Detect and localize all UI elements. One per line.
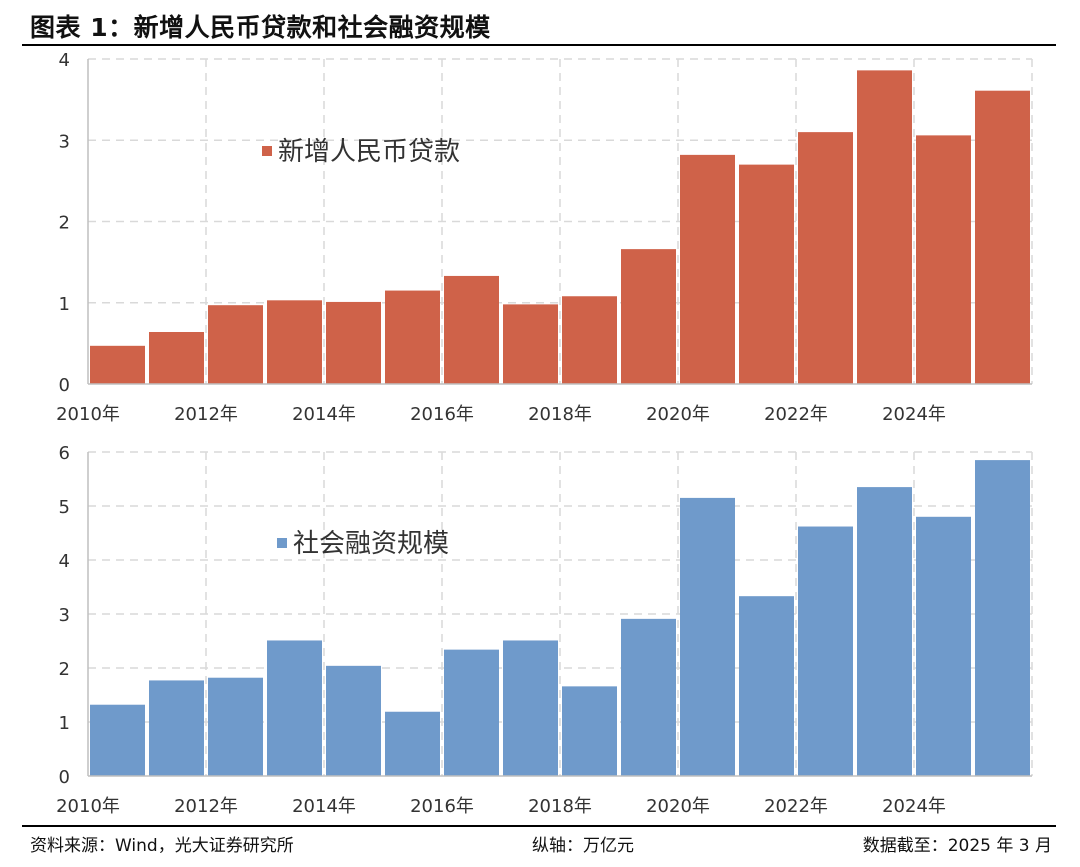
legend-label: 新增人民币贷款 xyxy=(278,137,460,167)
bar-2014 xyxy=(326,301,381,384)
x-tick-label: 2024年 xyxy=(882,404,946,425)
y-tick-label: 4 xyxy=(59,551,70,572)
bar-2018 xyxy=(562,686,617,776)
legend-swatch xyxy=(262,146,272,156)
bar-2015 xyxy=(385,711,440,776)
bar-2018 xyxy=(562,296,617,384)
bar-2020 xyxy=(680,154,735,384)
y-tick-label: 3 xyxy=(59,605,70,626)
bar-2021 xyxy=(739,596,794,776)
x-tick-label: 2014年 xyxy=(292,796,356,817)
x-tick-label: 2022年 xyxy=(764,796,828,817)
bar-2015 xyxy=(385,290,440,384)
x-tick-label: 2018年 xyxy=(528,796,592,817)
bar-2017 xyxy=(503,304,558,384)
x-tick-label: 2022年 xyxy=(764,404,828,425)
y-tick-label: 4 xyxy=(59,50,70,71)
figure-title: 图表 1：新增人民币贷款和社会融资规模 xyxy=(30,13,491,42)
bar-2010 xyxy=(90,345,145,384)
y-tick-label: 1 xyxy=(59,294,70,315)
x-tick-label: 2018年 xyxy=(528,404,592,425)
bar-2012 xyxy=(208,305,263,384)
y-tick-label: 0 xyxy=(59,767,70,788)
bar-2011 xyxy=(149,332,204,384)
bar-2023 xyxy=(857,487,912,776)
y-tick-label: 6 xyxy=(59,443,70,464)
x-tick-label: 2012年 xyxy=(174,404,238,425)
x-tick-label: 2020年 xyxy=(646,796,710,817)
bar-2013 xyxy=(267,640,322,776)
y-tick-label: 0 xyxy=(59,375,70,396)
x-tick-label: 2024年 xyxy=(882,796,946,817)
source-note: 资料来源：Wind，光大证券研究所 xyxy=(30,836,294,856)
legend-label: 社会融资规模 xyxy=(293,529,449,559)
bar-2024 xyxy=(916,516,971,776)
tsf-chart: 0 1 2 3 4 5 6 2010年 2012年 2014年 2016年 2018年 2020年 202… xyxy=(56,443,1033,817)
bar-2016 xyxy=(444,649,499,776)
bar-2025 xyxy=(975,460,1030,776)
y-tick-label: 5 xyxy=(59,497,70,518)
unit-note: 纵轴：万亿元 xyxy=(532,836,634,856)
bar-2012 xyxy=(208,677,263,776)
footer-rule xyxy=(22,825,1056,827)
x-tick-label: 2010年 xyxy=(56,404,120,425)
bar-2022 xyxy=(798,526,853,776)
bar-2014 xyxy=(326,665,381,776)
bar-2022 xyxy=(798,132,853,384)
bar-2016 xyxy=(444,275,499,384)
legend-swatch xyxy=(277,538,287,548)
bar-2024 xyxy=(916,135,971,384)
y-tick-label: 2 xyxy=(59,213,70,234)
loans-chart: 0 1 2 3 4 2010年 2012年 2014年 2016年 2018年 2020年 2022年… xyxy=(56,50,1033,425)
x-tick-label: 2012年 xyxy=(174,796,238,817)
title-rule xyxy=(22,44,1056,46)
bar-2019 xyxy=(621,249,676,384)
x-tick-label: 2020年 xyxy=(646,404,710,425)
bar-2021 xyxy=(739,164,794,384)
x-tick-label: 2016年 xyxy=(410,404,474,425)
bar-2011 xyxy=(149,680,204,776)
x-tick-label: 2014年 xyxy=(292,404,356,425)
x-tick-label: 2010年 xyxy=(56,796,120,817)
bar-2017 xyxy=(503,640,558,776)
y-tick-label: 1 xyxy=(59,713,70,734)
bar-2025 xyxy=(975,90,1030,384)
x-tick-label: 2016年 xyxy=(410,796,474,817)
y-tick-label: 3 xyxy=(59,131,70,152)
bar-2019 xyxy=(621,618,676,776)
bar-2013 xyxy=(267,300,322,384)
y-tick-label: 2 xyxy=(59,659,70,680)
bar-2020 xyxy=(680,497,735,776)
bar-2010 xyxy=(90,704,145,776)
date-note: 数据截至：2025 年 3 月 xyxy=(862,836,1052,856)
bar-2023 xyxy=(857,70,912,384)
